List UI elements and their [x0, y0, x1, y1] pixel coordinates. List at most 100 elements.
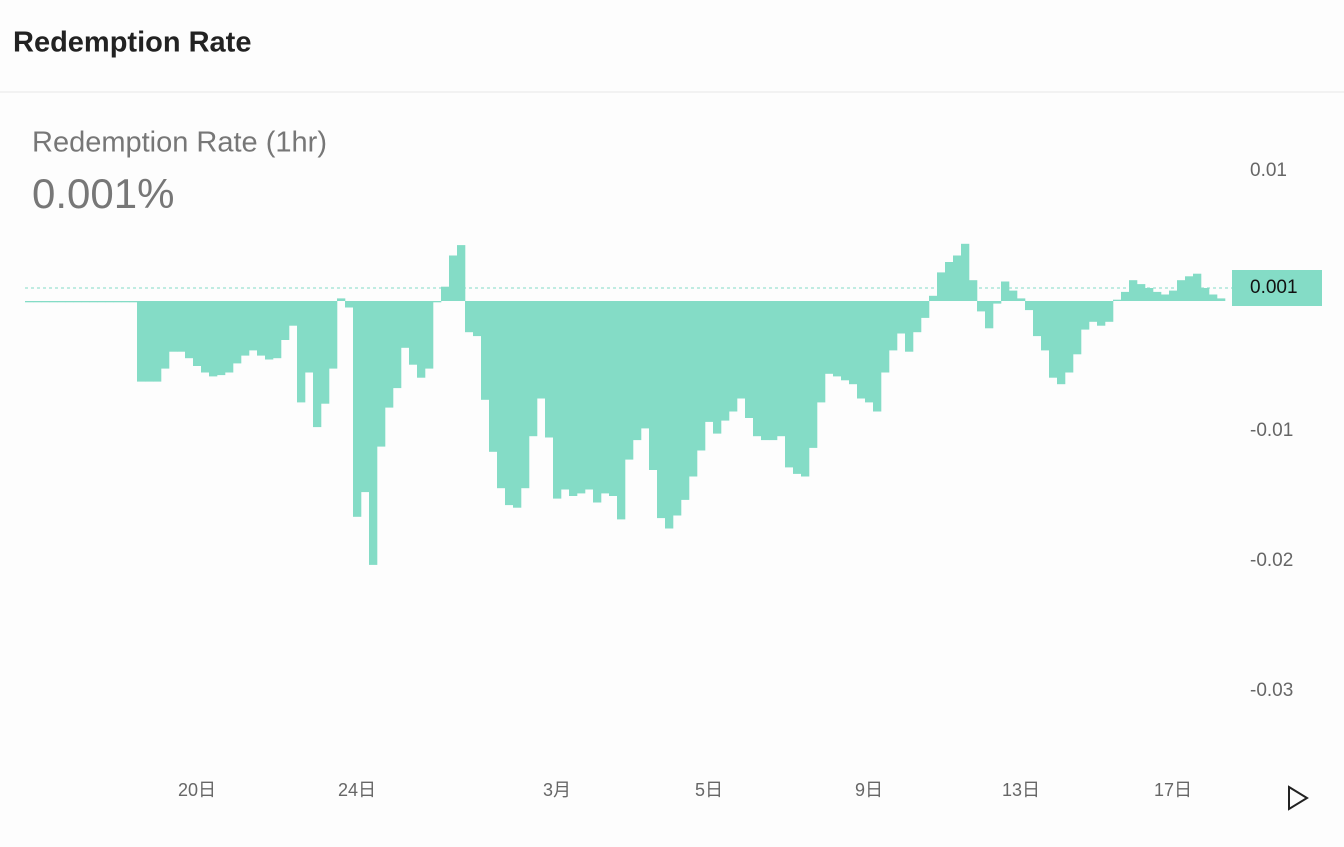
- bar: [289, 301, 298, 326]
- bar: [1081, 301, 1090, 330]
- bar: [545, 301, 554, 438]
- bar: [105, 301, 114, 303]
- x-tick-label: 24日: [338, 780, 376, 800]
- bar: [1025, 301, 1034, 311]
- bar: [433, 301, 442, 303]
- bar: [841, 301, 850, 381]
- bar: [1089, 301, 1098, 322]
- chart-title: Redemption Rate (1hr): [32, 127, 327, 159]
- bar: [1129, 280, 1138, 301]
- bar: [625, 301, 634, 460]
- bar: [657, 301, 666, 519]
- bar: [529, 301, 538, 437]
- bar: [801, 301, 810, 477]
- bar: [961, 243, 970, 301]
- bar: [377, 301, 386, 447]
- bar: [369, 301, 378, 565]
- y-tick-label: -0.01: [1250, 420, 1293, 441]
- bar: [409, 301, 418, 365]
- bar: [969, 280, 978, 301]
- x-tick-label: 9日: [855, 780, 883, 800]
- x-tick-label: 3月: [543, 780, 571, 800]
- bar: [449, 255, 458, 301]
- bar: [97, 301, 106, 303]
- bar: [1065, 301, 1074, 373]
- bar: [81, 301, 90, 303]
- bar: [993, 301, 1002, 304]
- bar: [753, 301, 762, 437]
- bar: [513, 301, 522, 508]
- bar: [1177, 280, 1186, 301]
- bar: [1121, 291, 1130, 301]
- bar: [121, 301, 130, 303]
- bar: [1001, 281, 1010, 301]
- bar: [25, 301, 34, 303]
- bar: [169, 301, 178, 352]
- bar: [1153, 291, 1162, 301]
- bar: [1097, 301, 1106, 326]
- bar: [537, 301, 546, 399]
- bar: [1201, 288, 1210, 301]
- bar: [305, 301, 314, 373]
- bar: [489, 301, 498, 452]
- bar: [665, 301, 674, 529]
- bar: [569, 301, 578, 496]
- bar: [953, 255, 962, 301]
- bar: [769, 301, 778, 441]
- bar: [1041, 301, 1050, 351]
- bar: [505, 301, 514, 506]
- bar: [1017, 298, 1026, 301]
- bar: [393, 301, 402, 389]
- bar: [361, 301, 370, 493]
- bar: [1049, 301, 1058, 378]
- bar: [321, 301, 330, 404]
- bar: [945, 262, 954, 301]
- bar: [89, 301, 98, 303]
- bar: [273, 301, 282, 359]
- bar: [297, 301, 306, 403]
- bar: [1033, 301, 1042, 337]
- current-value-label: 0.001: [1250, 277, 1298, 298]
- bar: [481, 301, 490, 400]
- bar: [465, 301, 474, 333]
- x-tick-label: 20日: [178, 780, 216, 800]
- bar: [1113, 299, 1122, 301]
- y-tick-label: -0.03: [1250, 680, 1293, 701]
- bar: [265, 301, 274, 360]
- bar: [825, 301, 834, 374]
- value-display: 0.001%: [32, 170, 174, 217]
- bar: [601, 301, 610, 494]
- bar: [401, 301, 410, 348]
- bar: [561, 301, 570, 490]
- bar: [185, 301, 194, 359]
- bar: [617, 301, 626, 520]
- bar: [1057, 301, 1066, 385]
- bar: [1137, 284, 1146, 301]
- bar: [721, 301, 730, 421]
- bar: [1145, 288, 1154, 301]
- bar: [217, 301, 226, 376]
- play-button[interactable]: [1288, 785, 1309, 811]
- bar: [777, 301, 786, 437]
- bar: [177, 301, 186, 352]
- bar: [329, 301, 338, 369]
- bar: [1105, 301, 1114, 322]
- bar: [417, 301, 426, 378]
- bar: [49, 301, 58, 303]
- bar: [905, 301, 914, 352]
- bar: [729, 301, 738, 412]
- y-tick-label: -0.02: [1250, 550, 1293, 571]
- bar: [473, 301, 482, 337]
- bar: [193, 301, 202, 366]
- bar: [913, 301, 922, 333]
- bar: [521, 301, 530, 489]
- bar: [73, 301, 82, 303]
- bar: [817, 301, 826, 403]
- bar: [793, 301, 802, 474]
- bar: [857, 301, 866, 399]
- bar: [881, 301, 890, 373]
- y-tick-label: 0.01: [1250, 160, 1287, 181]
- bar: [1009, 290, 1018, 301]
- bar: [633, 301, 642, 441]
